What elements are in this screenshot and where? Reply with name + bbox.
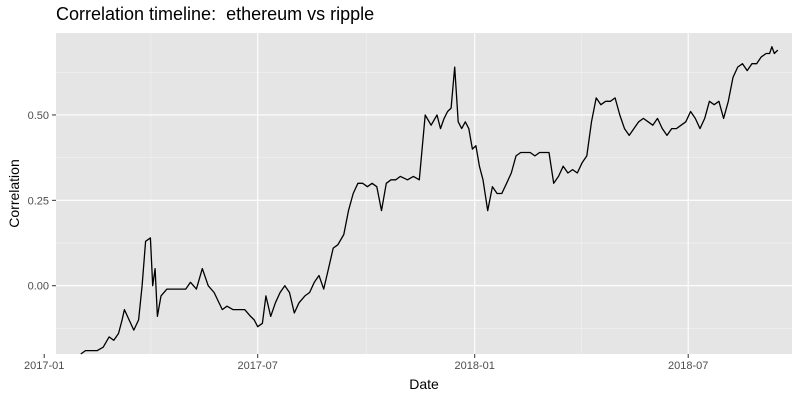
y-tick-label: 0.25: [28, 195, 49, 207]
series-line-correlation: [80, 46, 779, 355]
minor-gridlines: [56, 33, 792, 354]
y-tick-label: 0.00: [28, 281, 49, 293]
x-tick-label: 2018-01: [455, 360, 495, 372]
x-tick-label: 2017-01: [24, 360, 64, 372]
y-tick-label: 0.50: [28, 110, 49, 122]
chart-title: Correlation timeline: ethereum vs ripple: [56, 4, 375, 24]
x-tick-label: 2017-07: [238, 360, 278, 372]
x-axis-title: Date: [409, 376, 439, 392]
x-tick-label: 2018-07: [668, 360, 708, 372]
x-axis: 2017-01 2017-07 2018-01 2018-07: [24, 354, 708, 372]
y-axis-title: Correlation: [6, 159, 22, 227]
y-axis: 0.00 0.25 0.50: [28, 110, 56, 293]
plot-panel: [56, 33, 792, 354]
major-gridlines: [43, 33, 792, 354]
